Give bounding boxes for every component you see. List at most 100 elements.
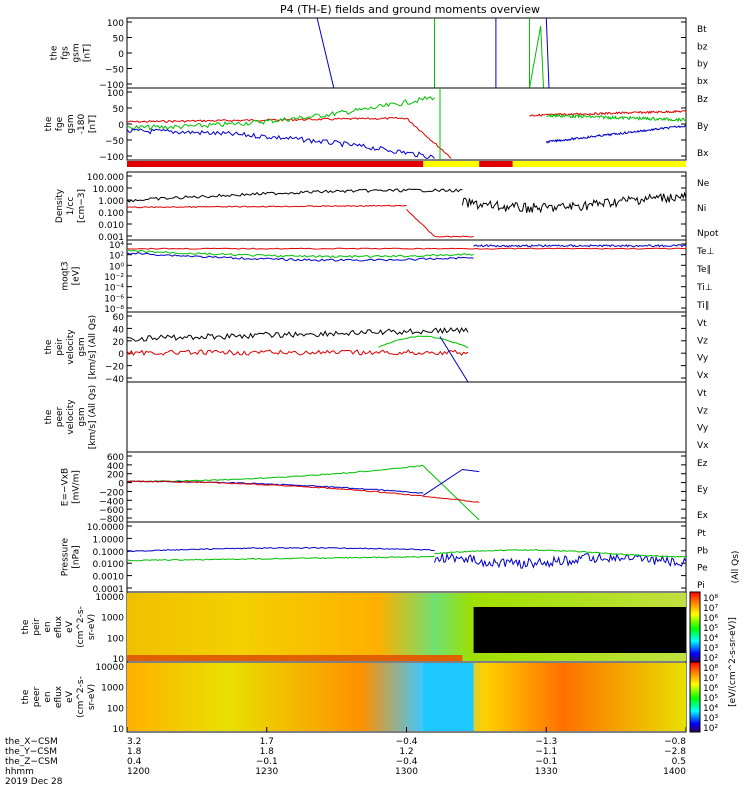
trace-by-2 — [529, 18, 544, 89]
legend-ey: Ey — [697, 485, 709, 495]
x-row-label: the_X−CSM — [5, 737, 58, 747]
y-tick-label: −400 — [99, 497, 124, 507]
legend-ti⊥: Ti⊥ — [696, 283, 713, 293]
y-tick-label: 10.0000 — [87, 523, 124, 533]
y-tick-label: −800 — [99, 515, 124, 525]
trace-by — [126, 95, 435, 131]
colorbar-tick: 10⁶ — [703, 684, 718, 694]
panel-frame — [126, 239, 687, 313]
trace-pi-2 — [434, 552, 687, 569]
trace-ni — [126, 188, 463, 203]
legend-vy: Vy — [697, 354, 709, 364]
y-tick-label: 100 — [107, 704, 124, 714]
y-tick-label: 10 — [113, 725, 125, 735]
x-value-hhmm: 1300 — [395, 767, 418, 777]
y-axis-label-line: the — [21, 689, 31, 704]
status-bar-red-2 — [479, 161, 513, 167]
y-axis-label-line: moqt3 — [61, 261, 71, 290]
trace-ey-2 — [422, 465, 480, 521]
y-tick-label: 10⁻² — [104, 273, 124, 283]
y-axis-label-line: [nPa] — [72, 545, 82, 568]
y-axis-label: the peer en eflux eV (cm^2-s-sr-eV) — [21, 676, 97, 718]
y-axis-label: Pressure [nPa] — [61, 537, 82, 576]
y-axis-label-line: eV — [65, 690, 75, 703]
plot-title: P4 (TH-E) fields and ground moments over… — [280, 3, 540, 16]
y-tick-label: −200 — [99, 488, 124, 498]
colorbar-tick: 10² — [703, 654, 718, 664]
y-tick-label: −20 — [105, 363, 124, 373]
y-tick-label: 10 — [113, 655, 125, 665]
y-tick-label: 400 — [107, 462, 124, 472]
legend-vy: Vy — [697, 424, 709, 434]
y-tick-label: 200 — [107, 471, 124, 481]
y-tick-label: 0.0100 — [93, 560, 125, 570]
y-axis-label-line: gsm — [66, 114, 76, 133]
legend-npot: Npot — [697, 229, 719, 239]
y-axis-label-line: eflux — [54, 685, 64, 708]
y-axis-label-line: gsm — [72, 43, 82, 62]
y-axis-label-line: peir — [55, 338, 65, 356]
trace-pe-2 — [434, 549, 687, 558]
trace-ez — [127, 480, 480, 504]
y-tick-label: 0 — [118, 121, 124, 131]
colorbar-tick: 10⁵ — [703, 624, 718, 634]
colorbar-tick: 10² — [703, 724, 718, 734]
colorbar-tick: 10⁸ — [703, 664, 718, 674]
x-value-y_csm: 1.8 — [260, 747, 275, 757]
y-axis-label-line: velocity — [66, 329, 76, 365]
x-value-z_csm: −0.1 — [535, 757, 557, 767]
y-tick-label: 10⁻⁴ — [104, 284, 124, 294]
y-axis-label-line: en — [43, 621, 53, 632]
trace-bz-2 — [406, 117, 452, 159]
legend-bt: Bt — [697, 25, 707, 35]
colorbar-tick: 10⁷ — [703, 674, 718, 684]
y-axis-label-line: [cm−3] — [77, 189, 87, 223]
trace-by-3 — [546, 113, 687, 123]
colorbar-bottom — [689, 661, 701, 733]
y-tick-label: 600 — [107, 453, 124, 463]
y-axis-label-line: eflux — [54, 615, 64, 638]
x-value-z_csm: −0.4 — [396, 757, 418, 767]
y-tick-label: 100.000 — [87, 173, 124, 183]
panel-frame — [126, 17, 687, 89]
y-axis-label-line: 1/cc — [66, 197, 76, 216]
x-value-hhmm: 1230 — [255, 767, 278, 777]
y-tick-label: 10⁻⁸ — [104, 305, 124, 315]
legend-by: by — [697, 60, 709, 70]
legend-vx: Vx — [697, 371, 709, 381]
x-value-z_csm: 0.5 — [672, 757, 686, 767]
side-label-text: (All Qs) — [731, 551, 741, 584]
y-axis-label-line: -180 — [77, 114, 87, 135]
legend-te∥: Te∥ — [696, 265, 711, 275]
y-tick-label: 50 — [113, 35, 125, 45]
colorbar-tick: 10⁴ — [703, 634, 718, 644]
y-axis-label-line: [eV] — [72, 267, 82, 286]
y-tick-label: 1000 — [101, 614, 124, 624]
colorbar-label: [eV/(cm^2-s-sr-eV)] — [728, 617, 738, 707]
x-value-x_csm: −1.3 — [535, 737, 557, 747]
x-value-x_csm: 3.2 — [127, 737, 141, 747]
legend-bz: Bz — [697, 95, 708, 105]
y-axis-label-line: Density — [55, 188, 65, 223]
y-tick-label: −100 — [99, 153, 124, 163]
y-axis-label-line: (cm^2-s- — [76, 606, 86, 648]
legend-pt: Pt — [697, 529, 706, 539]
spectrogram-peer — [127, 663, 686, 731]
status-bar-yellow — [423, 161, 480, 167]
y-tick-label: 100 — [107, 89, 124, 99]
y-tick-label: −600 — [99, 506, 124, 516]
y-axis-label-line: the — [44, 409, 54, 424]
x-row-label: hhmm — [5, 767, 34, 777]
legend-pe: Pe — [697, 564, 708, 574]
x-value-y_csm: 1.8 — [127, 747, 142, 757]
y-tick-label: 0.010 — [98, 221, 124, 231]
spectrogram-peer-cyan — [423, 663, 474, 731]
y-tick-label: 0 — [118, 350, 124, 360]
trace-te-perp — [126, 247, 686, 250]
panel-fgs: 100 50 0 −50 −100 the fgs gsm [nT] Bt bz by bx — [50, 17, 709, 91]
legend-vz: Vz — [697, 336, 708, 346]
y-axis-label: the fgs gsm [nT] — [50, 43, 93, 62]
y-tick-label: 100 — [107, 19, 124, 29]
panel-peer_velocity: the peer velocity gsm [km/s] (All Qs) Vt Vz Vy V… — [44, 381, 709, 453]
